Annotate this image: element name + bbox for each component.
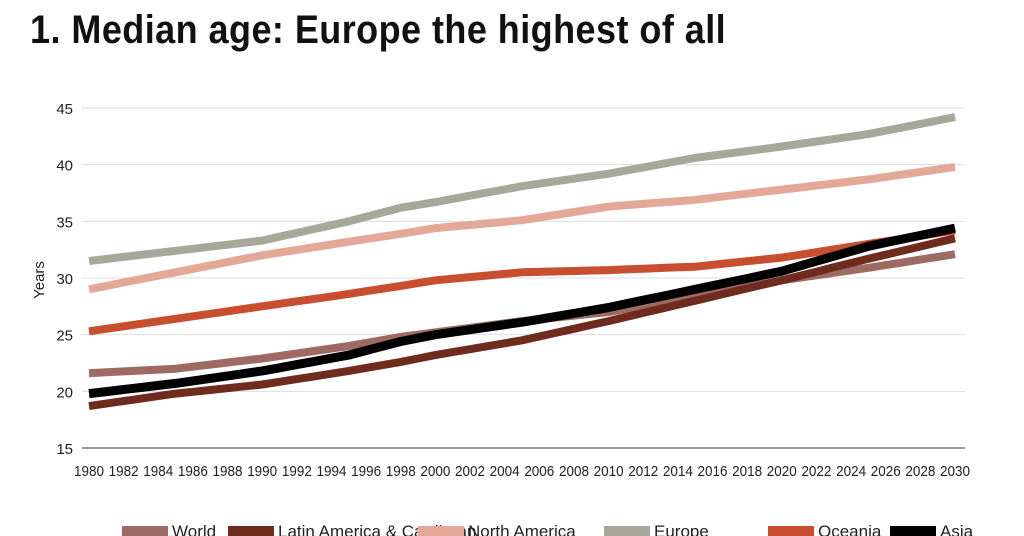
x-tick-label: 1988 bbox=[213, 463, 243, 480]
x-tick-label: 2008 bbox=[559, 463, 589, 480]
x-tick-label: 1986 bbox=[178, 463, 208, 480]
series-lines bbox=[88, 113, 956, 411]
legend-label: Oceania bbox=[818, 522, 882, 536]
x-tick-label: 2022 bbox=[801, 463, 831, 480]
x-tick-label: 2024 bbox=[836, 463, 866, 480]
y-tick-label: 25 bbox=[56, 328, 73, 345]
x-tick-label: 2002 bbox=[455, 463, 485, 480]
x-tick-label: 1994 bbox=[316, 463, 346, 480]
x-tick-label: 2016 bbox=[698, 463, 728, 480]
y-tick-label: 20 bbox=[56, 384, 73, 401]
legend-swatch bbox=[122, 526, 168, 536]
legend-swatch bbox=[228, 526, 274, 536]
y-tick-label: 40 bbox=[56, 158, 73, 175]
x-tick-label: 1980 bbox=[74, 463, 104, 480]
series-line-latin-america-carribean bbox=[88, 234, 956, 411]
x-tick-label: 2004 bbox=[490, 463, 520, 480]
chart-title: 1. Median age: Europe the highest of all bbox=[30, 8, 727, 52]
x-tick-label: 2028 bbox=[905, 463, 935, 480]
legend-label: World bbox=[172, 522, 216, 536]
x-tick-label: 2026 bbox=[871, 463, 901, 480]
series-line-europe bbox=[88, 113, 956, 265]
x-tick-label: 2010 bbox=[594, 463, 624, 480]
series-line-oceania bbox=[88, 226, 956, 336]
x-tick-label: 1992 bbox=[282, 463, 312, 480]
legend-label: Asia bbox=[940, 522, 974, 536]
y-tick-label: 30 bbox=[56, 271, 73, 288]
legend-swatch bbox=[890, 526, 936, 536]
x-tick-label: 2030 bbox=[940, 463, 970, 480]
x-tick-label: 2006 bbox=[524, 463, 554, 480]
x-tick-label: 1998 bbox=[386, 463, 416, 480]
y-tick-label: 15 bbox=[56, 441, 73, 458]
legend-label: Europe bbox=[654, 522, 709, 536]
series-line-asia bbox=[88, 223, 956, 399]
y-tick-labels: 15 20 25 30 35 40 45 bbox=[56, 101, 73, 458]
legend-swatch bbox=[418, 526, 464, 536]
gridlines bbox=[82, 107, 965, 449]
x-tick-label: 1990 bbox=[247, 463, 277, 480]
x-tick-label: 2014 bbox=[663, 463, 693, 480]
x-tick-label: 2012 bbox=[628, 463, 658, 480]
legend-label: North America bbox=[468, 522, 576, 536]
x-tick-label: 2018 bbox=[732, 463, 762, 480]
x-tick-label: 1984 bbox=[143, 463, 173, 480]
y-tick-label: 45 bbox=[56, 101, 73, 118]
x-tick-label: 2020 bbox=[767, 463, 797, 480]
x-tick-label: 1996 bbox=[351, 463, 381, 480]
x-tick-labels: 1980 1982 1984 1986 1988 1990 1992 1994 1996 1998… bbox=[74, 463, 970, 480]
series-line-north-america bbox=[88, 162, 956, 294]
y-axis-label: Years bbox=[31, 261, 48, 299]
x-tick-label: 2000 bbox=[420, 463, 450, 480]
x-tick-label: 1982 bbox=[109, 463, 139, 480]
legend-swatch bbox=[768, 526, 814, 536]
y-tick-label: 35 bbox=[56, 214, 73, 231]
legend-swatch bbox=[604, 526, 650, 536]
